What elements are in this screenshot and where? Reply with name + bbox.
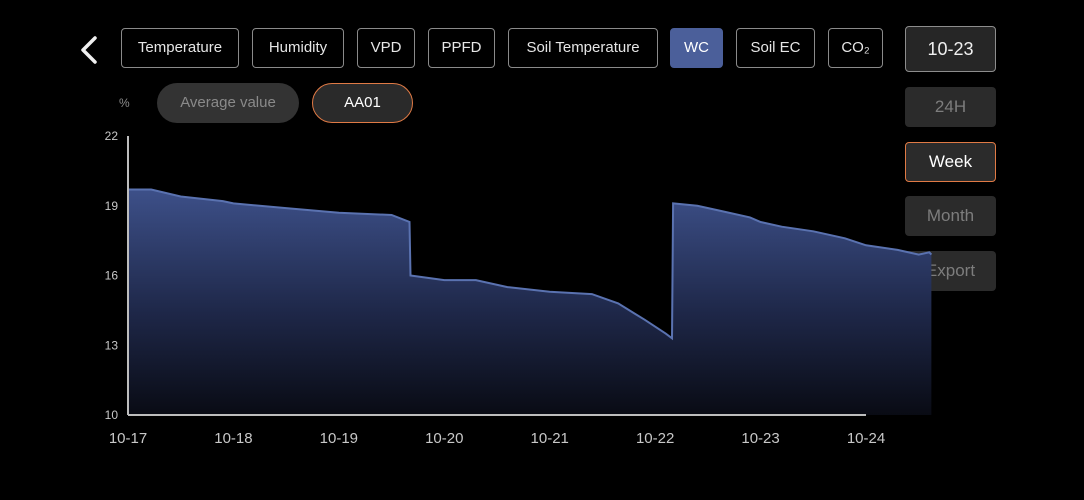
y-tick-label: 19 [105, 199, 119, 213]
tab-co2[interactable]: CO₂ [828, 28, 883, 68]
y-tick-label: 16 [105, 269, 119, 283]
x-tick-label: 10-24 [847, 430, 885, 447]
back-chevron-icon[interactable] [74, 30, 104, 70]
y-tick-label: 10 [105, 408, 119, 422]
tab-ppfd[interactable]: PPFD [428, 28, 495, 68]
tab-humidity[interactable]: Humidity [252, 28, 344, 68]
x-tick-label: 10-17 [109, 430, 147, 447]
x-tick-label: 10-20 [425, 430, 463, 447]
series-0-line [128, 188, 933, 341]
tab-temperature[interactable]: Temperature [121, 28, 239, 68]
tab-soil-temperature[interactable]: Soil Temperature [508, 28, 658, 68]
unit-label: % [119, 96, 130, 110]
device-aa01-button[interactable]: AA01 [312, 83, 413, 123]
x-tick-label: 10-22 [636, 430, 674, 447]
range-month-button[interactable]: Month [905, 196, 996, 236]
date-picker-button[interactable]: 10-23 [905, 26, 996, 72]
tab-soil-ec[interactable]: Soil EC [736, 28, 815, 68]
x-tick-label: 10-18 [214, 430, 252, 447]
series-0-area-fill [128, 189, 932, 415]
x-tick-label: 10-19 [320, 430, 358, 447]
average-value-button[interactable]: Average value [157, 83, 299, 123]
x-tick-label: 10-21 [531, 430, 569, 447]
x-tick-label: 10-23 [741, 430, 779, 447]
range-24h-button[interactable]: 24H [905, 87, 996, 127]
y-tick-label: 13 [105, 338, 119, 352]
range-week-button[interactable]: Week [905, 142, 996, 182]
tab-vpd[interactable]: VPD [357, 28, 415, 68]
tab-wc[interactable]: WC [670, 28, 723, 68]
y-tick-label: 22 [105, 129, 119, 143]
